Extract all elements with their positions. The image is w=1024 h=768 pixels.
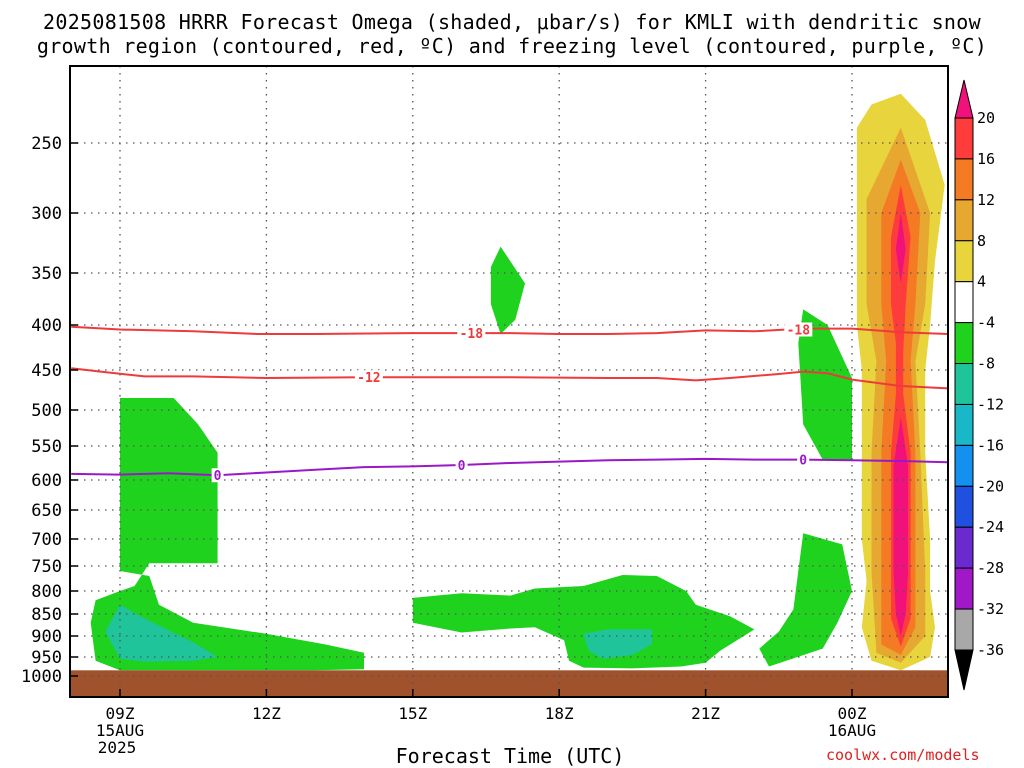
colorbar-swatch — [954, 240, 974, 283]
colorbar-swatch — [954, 363, 974, 405]
colorbar-label: -28 — [977, 559, 1004, 577]
y-tick-label: 300 — [31, 204, 62, 224]
frame-layer — [69, 65, 949, 698]
colorbar-swatch — [954, 526, 974, 569]
contour-layer: -18 -18 -12 0 0 0 — [71, 322, 948, 484]
contour--12-1 — [71, 367, 948, 390]
y-tick-label: 800 — [31, 582, 62, 602]
colorbar-swatch — [954, 158, 974, 201]
y-tick-label: 250 — [31, 134, 62, 154]
plot-frame — [69, 65, 949, 698]
contour-0-2 — [71, 457, 948, 477]
ground-strip — [70, 670, 948, 697]
y-tick-label: 750 — [31, 557, 62, 577]
y-tick-label: 900 — [31, 627, 62, 647]
colorbar: 20 16 12 8 4 -4 -8 -12 -16 -20 -24 -28 -32 -36 — [954, 79, 1004, 691]
x-tick-label: 09Z — [106, 704, 135, 723]
x-tick-date: 16AUG — [828, 721, 876, 740]
colorbar-swatch — [954, 444, 974, 487]
x-tick-year: 2025 — [98, 738, 137, 757]
chart-title-line-2: growth region (contoured, red, ºC) and f… — [36, 34, 988, 58]
y-tick-label: 700 — [31, 530, 62, 550]
credit-link[interactable]: coolwx.com/models — [826, 746, 980, 764]
colorbar-label: 12 — [977, 191, 995, 209]
colorbar-label: -16 — [977, 436, 1004, 454]
contour-label: 0 — [799, 454, 807, 469]
colorbar-label: -4 — [977, 314, 995, 332]
omega-region--4-3 — [798, 309, 852, 460]
colorbar-label: 8 — [977, 232, 986, 250]
colorbar-swatch — [954, 485, 974, 528]
omega-region--4-0 — [90, 398, 364, 671]
omega-region-20-12 — [895, 213, 906, 284]
contour--18-0 — [71, 325, 948, 335]
y-tick-label: 950 — [31, 648, 62, 668]
omega-region--4-1 — [490, 246, 525, 334]
colorbar-label: -32 — [977, 600, 1004, 618]
y-tick-label: 500 — [31, 401, 62, 421]
colorbar-label: -24 — [977, 518, 1004, 536]
colorbar-label: -12 — [977, 395, 1004, 413]
y-tick-label: 600 — [31, 471, 62, 491]
y-tick-label: 450 — [31, 361, 62, 381]
contour-label: -18 — [460, 327, 484, 342]
omega-region--4-5 — [984, 320, 999, 676]
x-tick-label: 15Z — [398, 704, 427, 723]
ground-layer — [70, 670, 948, 697]
omega-region--8-7 — [583, 629, 652, 659]
omega-region--4-2 — [412, 575, 755, 669]
colorbar-label: -20 — [977, 477, 1004, 495]
y-tick-label: 650 — [31, 501, 62, 521]
colorbar-label: 16 — [977, 150, 995, 168]
y-tick-label: 1000 — [21, 667, 62, 687]
y-tick-label: 550 — [31, 437, 62, 457]
contour-label: -18 — [787, 324, 811, 339]
colorbar-top-arrow — [954, 79, 974, 119]
omega-region-20-13 — [893, 417, 909, 636]
x-tick-label: 21Z — [691, 704, 720, 723]
y-tick-label: 350 — [31, 264, 62, 284]
omega-region--4-4 — [759, 533, 852, 667]
grid-layer — [70, 66, 948, 697]
colorbar-swatch — [954, 403, 974, 446]
colorbar-label: 20 — [977, 109, 995, 127]
colorbar-swatch — [954, 199, 974, 242]
x-tick-date: 15AUG — [96, 721, 144, 740]
contour-label: 0 — [458, 459, 466, 474]
x-tick-label: 00Z — [838, 704, 867, 723]
omega-region--8-6 — [105, 604, 218, 662]
colorbar-swatch — [954, 567, 974, 610]
colorbar-bottom-arrow — [954, 649, 974, 691]
y-tick-label: 400 — [31, 316, 62, 336]
colorbar-swatch — [954, 608, 974, 651]
colorbar-swatch — [954, 117, 974, 160]
axis-layer: 2503003504004505005506006507007508008509… — [21, 134, 876, 757]
contour-label: -12 — [357, 371, 380, 386]
colorbar-label: -8 — [977, 355, 995, 373]
colorbar-label: 4 — [977, 273, 986, 291]
x-axis-label: Forecast Time (UTC) — [395, 744, 625, 768]
colorbar-label: -36 — [977, 641, 1004, 659]
colorbar-swatch — [954, 322, 974, 365]
omega-shading-layer — [90, 93, 999, 676]
x-tick-label: 18Z — [545, 704, 574, 723]
x-tick-label: 12Z — [252, 704, 281, 723]
contour-label: 0 — [214, 469, 222, 484]
chart-title-line-1: 2025081508 HRRR Forecast Omega (shaded, … — [43, 10, 981, 34]
colorbar-swatch — [954, 281, 974, 324]
y-tick-label: 850 — [31, 605, 62, 625]
